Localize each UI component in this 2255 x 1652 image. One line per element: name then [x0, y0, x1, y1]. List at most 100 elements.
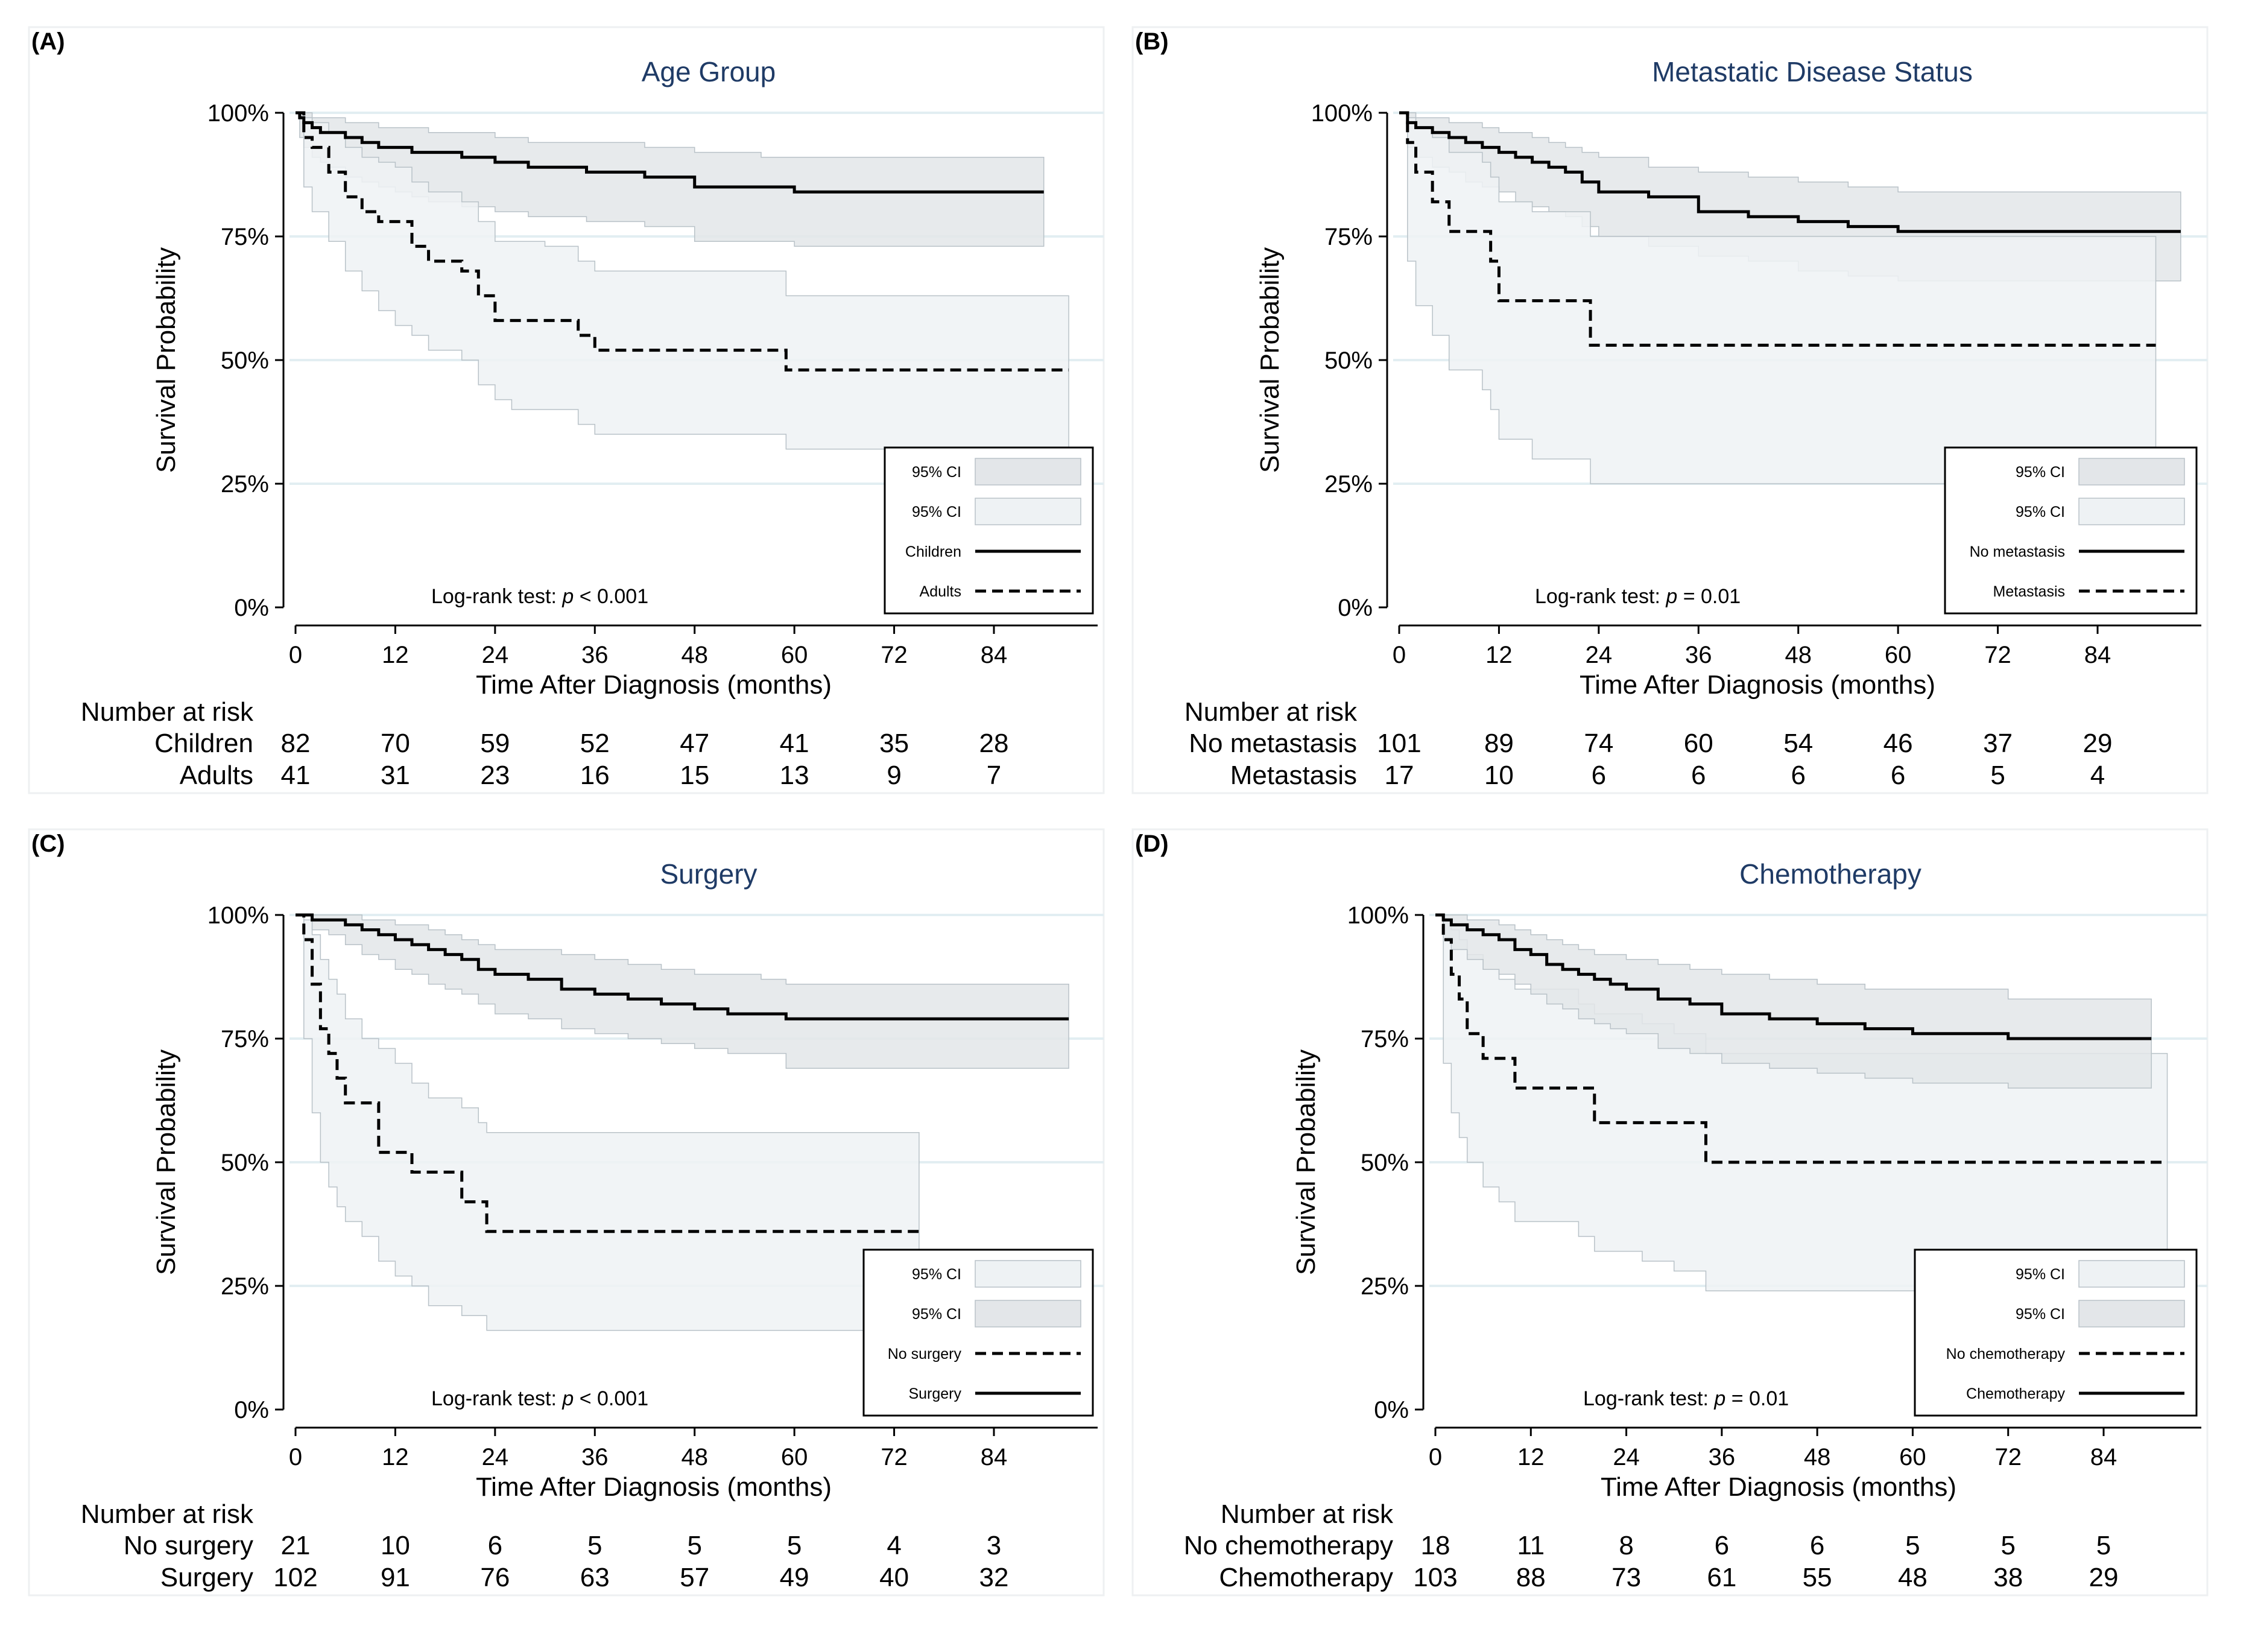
risk-value: 76	[480, 1563, 510, 1592]
risk-value: 57	[680, 1563, 709, 1592]
x-tick-label: 24	[1613, 1444, 1640, 1470]
risk-value: 6	[488, 1531, 502, 1560]
risk-value: 102	[273, 1563, 317, 1592]
x-tick-label: 60	[1885, 642, 1912, 668]
legend-label: No chemotherapy	[1946, 1346, 2066, 1362]
y-tick-label: 0%	[1374, 1397, 1409, 1423]
risk-value: 32	[979, 1563, 1009, 1592]
risk-value: 59	[480, 729, 510, 758]
risk-value: 4	[887, 1531, 901, 1560]
x-tick-label: 0	[289, 1444, 302, 1470]
y-tick-label: 100%	[1347, 902, 1409, 929]
panel-A: (A) Age Group 0% 25% 50% 75% 100% Survival Prob…	[28, 26, 1105, 794]
risk-value: 37	[1983, 729, 2013, 758]
x-tick-label: 12	[1517, 1444, 1545, 1470]
y-tick-label: 50%	[1361, 1150, 1409, 1176]
legend-swatch-ci	[975, 458, 1081, 486]
curve-no-metastasis	[1399, 111, 2181, 233]
risk-row-label: Metastasis	[1230, 761, 1357, 790]
legend-swatch-ci	[2078, 458, 2185, 486]
risk-value: 82	[281, 729, 311, 758]
y-tick-label: 50%	[1324, 347, 1373, 374]
x-tick-label: 36	[1709, 1444, 1736, 1470]
logrank-p: p	[1713, 1387, 1725, 1410]
y-tick-label: 0%	[234, 1397, 269, 1423]
risk-value: 88	[1516, 1563, 1546, 1592]
legend-label: 95% CI	[2016, 464, 2065, 481]
ci-band-adults	[296, 112, 1069, 450]
x-tick-label: 36	[581, 1444, 609, 1470]
curve-adults	[296, 111, 1069, 372]
x-tick-label: 60	[1899, 1444, 1926, 1470]
logrank-prefix: Log-rank test:	[1535, 585, 1666, 608]
logrank-text: Log-rank test: p < 0.001	[431, 585, 648, 608]
risk-value: 21	[281, 1531, 311, 1560]
x-tick-label: 72	[881, 642, 908, 668]
x-tick-label: 84	[2084, 642, 2111, 668]
risk-value: 54	[1783, 729, 1813, 758]
risk-value: 89	[1484, 729, 1514, 758]
risk-header: Number at risk	[81, 697, 254, 727]
x-tick-label: 12	[382, 1444, 409, 1470]
panel-letter: (C)	[31, 831, 65, 857]
legend-swatch-ci	[975, 498, 1081, 525]
panel-title: Surgery	[660, 858, 757, 890]
ci-band-surgery	[296, 914, 1069, 1069]
risk-value: 63	[580, 1563, 610, 1592]
risk-value: 6	[1891, 761, 1905, 790]
ci-band-no-surgery	[296, 914, 920, 1331]
logrank-value: < 0.001	[574, 585, 648, 608]
panel-C: (C) Surgery 0% 25% 50% 75% 100% Survival Probab…	[28, 828, 1105, 1597]
curve-metastasis	[1399, 111, 2156, 347]
risk-value: 4	[2090, 761, 2105, 790]
risk-value: 5	[587, 1531, 602, 1560]
y-tick-label: 25%	[1361, 1273, 1409, 1300]
risk-value: 5	[1990, 761, 2005, 790]
risk-value: 11	[1517, 1531, 1545, 1560]
y-axis-label: Survival Probability	[151, 247, 181, 473]
y-axis-label: Survival Probability	[151, 1049, 181, 1275]
risk-value: 5	[687, 1531, 701, 1560]
risk-value: 73	[1611, 1563, 1641, 1592]
panel-B: (B) Metastatic Disease Status 0% 25% 50% 75% 1…	[1131, 26, 2209, 794]
risk-value: 41	[780, 729, 809, 758]
y-tick-label: 50%	[221, 1150, 269, 1176]
legend-label: 95% CI	[2016, 504, 2065, 521]
x-axis-label: Time After Diagnosis (months)	[1580, 670, 1935, 700]
panel-title: Metastatic Disease Status	[1652, 56, 1973, 87]
x-tick-label: 84	[2090, 1444, 2117, 1470]
legend-label: Children	[905, 543, 961, 560]
x-tick-label: 48	[681, 642, 708, 668]
legend-label: No metastasis	[1970, 543, 2065, 560]
risk-value: 9	[887, 761, 901, 790]
y-tick-label: 75%	[221, 1026, 269, 1052]
logrank-p: p	[561, 585, 574, 608]
risk-row-label: Children	[154, 729, 253, 758]
x-tick-label: 72	[1994, 1444, 2022, 1470]
logrank-value: = 0.01	[1725, 1387, 1789, 1410]
risk-value: 6	[1691, 761, 1706, 790]
risk-value: 55	[1803, 1563, 1832, 1592]
y-tick-label: 100%	[207, 100, 269, 127]
y-tick-label: 25%	[221, 1273, 269, 1300]
risk-value: 17	[1385, 761, 1414, 790]
risk-value: 31	[381, 761, 410, 790]
x-tick-label: 48	[681, 1444, 708, 1470]
risk-value: 52	[580, 729, 610, 758]
risk-value: 18	[1421, 1531, 1450, 1560]
x-tick-label: 84	[981, 1444, 1008, 1470]
risk-value: 5	[787, 1531, 802, 1560]
legend-swatch-ci	[2078, 498, 2185, 525]
x-tick-label: 0	[1393, 642, 1406, 668]
curve-surgery	[296, 913, 1069, 1021]
risk-value: 91	[381, 1563, 410, 1592]
x-tick-label: 60	[781, 642, 808, 668]
legend-label: 95% CI	[912, 1306, 961, 1323]
x-tick-label: 36	[1685, 642, 1712, 668]
y-tick-label: 25%	[221, 471, 269, 498]
legend-label: Surgery	[908, 1385, 961, 1402]
x-axis-label: Time After Diagnosis (months)	[476, 670, 832, 700]
risk-value: 10	[1484, 761, 1514, 790]
risk-row-label: Chemotherapy	[1219, 1563, 1393, 1592]
